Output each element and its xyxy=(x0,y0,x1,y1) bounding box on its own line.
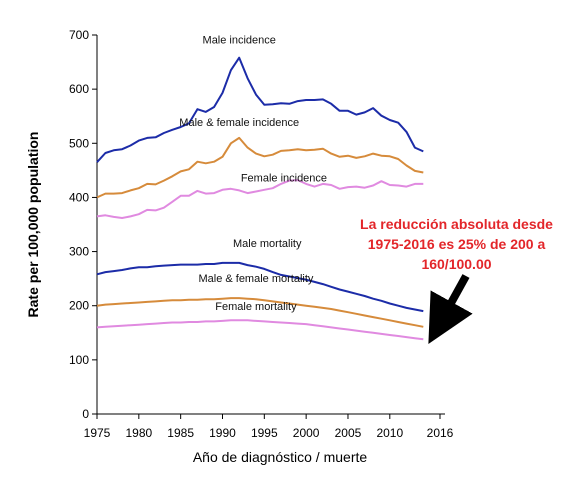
annotation-text: La reducción absoluta desde 1975-2016 es… xyxy=(360,216,553,272)
series-line-male-mortality xyxy=(96,261,424,313)
series-label: Female incidence xyxy=(241,172,327,184)
series-label: Male & female incidence xyxy=(179,117,299,129)
series-label: Male incidence xyxy=(203,35,276,47)
y-tick-label: 400 xyxy=(69,190,89,204)
x-tick-label: 1995 xyxy=(251,426,278,440)
x-tick-label: 2005 xyxy=(335,426,362,440)
arrow-line xyxy=(428,274,473,345)
x-tick-label: 2010 xyxy=(376,426,403,440)
annotation-arrow xyxy=(428,274,473,345)
y-tick-label: 0 xyxy=(82,407,89,421)
x-axis-title: Año de diagnóstico / muerte xyxy=(193,449,368,465)
series-label: Male & female mortality xyxy=(198,273,313,285)
series-line-female-incidence xyxy=(96,179,424,219)
y-tick-label: 300 xyxy=(69,245,89,259)
series-label: Female mortality xyxy=(215,301,297,313)
x-tick-label: 2016 xyxy=(427,426,454,440)
axes: 0 100 200 300 400 500 600 700 1975 1980 1985 1990 19… xyxy=(25,28,454,465)
series-line-male-female-incidence xyxy=(96,136,424,199)
x-tick-label: 1975 xyxy=(84,426,111,440)
y-tick-label: 100 xyxy=(69,353,89,367)
y-tick-label: 500 xyxy=(69,136,89,150)
x-tick-label: 1990 xyxy=(209,426,236,440)
series-line-male-incidence xyxy=(96,56,424,163)
series-label: Male mortality xyxy=(233,238,302,250)
x-tick-label: 1980 xyxy=(125,426,152,440)
series-labels: Male incidence Male & female incidence Fem… xyxy=(179,35,327,313)
series-line-female-mortality xyxy=(96,319,424,341)
x-tick-label: 1985 xyxy=(167,426,194,440)
series-line-male-female-mortality xyxy=(96,297,424,328)
x-tick-label: 2000 xyxy=(293,426,320,440)
series-lines xyxy=(96,56,424,341)
y-tick-label: 600 xyxy=(69,82,89,96)
y-tick-label: 200 xyxy=(69,299,89,313)
y-tick-label: 700 xyxy=(69,28,89,42)
y-axis-title: Rate per 100,000 population xyxy=(25,132,41,318)
